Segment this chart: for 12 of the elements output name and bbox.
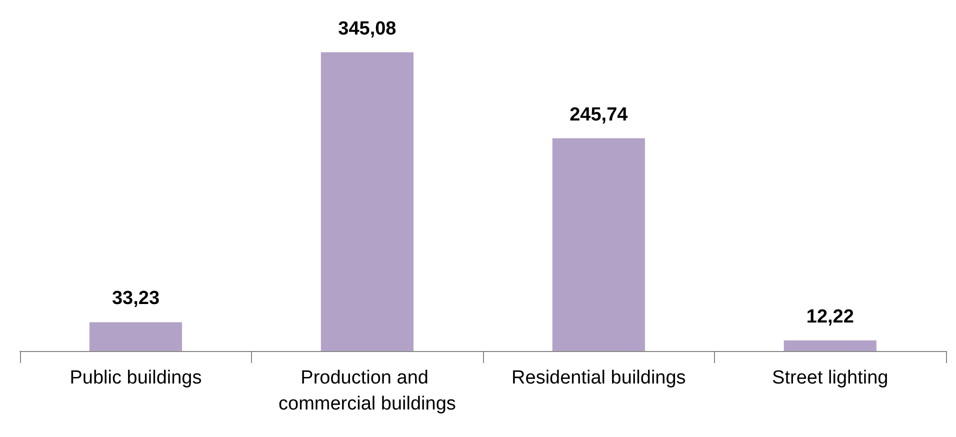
bar <box>89 322 182 351</box>
x-tick-label: Production and commercial buildings <box>278 368 456 414</box>
data-label: 12,22 <box>806 306 854 328</box>
data-label: 33,23 <box>112 288 160 310</box>
bar <box>320 52 414 351</box>
bar <box>784 340 876 351</box>
x-tick-label: Public buildings <box>70 368 202 388</box>
x-tick-label: Residential buildings <box>512 368 686 388</box>
data-label: 245,74 <box>570 104 628 126</box>
x-tick-label: Street lighting <box>772 368 888 388</box>
bar <box>552 138 645 351</box>
data-label: 345,08 <box>338 18 396 40</box>
